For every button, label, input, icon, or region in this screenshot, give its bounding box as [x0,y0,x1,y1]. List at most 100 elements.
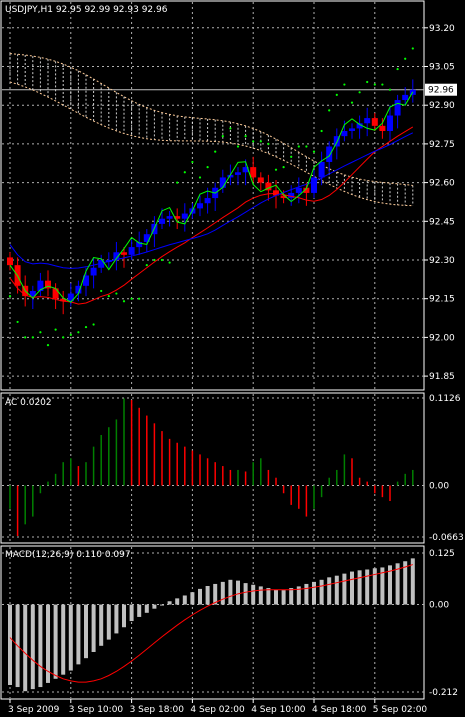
macd-bar [122,604,126,628]
senkou-span-b [9,81,413,207]
psar-dot [244,135,247,138]
macd-bar [205,585,210,605]
candles [7,79,416,315]
macd-bar [167,601,172,605]
psar-dot [267,142,270,145]
candle-body [356,123,363,129]
psar-dot [320,129,323,133]
psar-dot [229,127,232,130]
y-tick-label: 92.90 [429,101,455,111]
psar-dot [221,135,224,138]
lagging-span [9,91,414,303]
candle-body [288,192,295,199]
current-price-label: 92.96 [428,86,454,96]
macd-bar [144,604,149,613]
psar-dot [84,325,88,329]
psar-dot [62,336,65,339]
psar-dot [282,166,285,169]
candle-body [7,257,13,266]
macd-signal-line [9,564,413,683]
macd-bar [274,589,278,605]
macd-bar [137,604,142,617]
candle-body [83,275,89,286]
candle-body [311,177,317,193]
macd-bar [190,592,195,605]
macd-bar [304,583,309,605]
macd-panel-frame [0,545,425,700]
candle-body [402,94,409,101]
candle-body [121,252,127,255]
candle-body [113,252,120,260]
x-tick-label: 5 Sep 02:00 [373,705,428,715]
candle-body [394,100,401,116]
y-tick-label: 92.75 [429,140,455,150]
y-tick-label: 92.15 [429,295,455,305]
candle-body [250,167,257,178]
y-tick-label: 91.85 [429,372,455,382]
main-title: USDJPY,H1 92.95 92.99 92.93 92.96 [5,5,168,15]
psar-dot [8,295,12,298]
y-tick-label: 0.125 [429,549,455,559]
psar-dot [122,300,126,303]
candle-body [204,198,211,204]
y-tick-label: 92.60 [429,179,455,189]
macd-bar [372,568,377,605]
y-tick-label: -0.0663 [429,533,464,543]
macd-bar [319,579,324,605]
y-tick-label: 92.30 [429,256,455,266]
current-price-box [425,83,457,96]
candle-body [90,267,97,276]
macd-bar [365,569,370,605]
candle-body [280,195,287,199]
psar-dot [138,297,141,300]
ac-panel-frame [0,392,425,544]
macd-histogram [8,558,415,692]
candle-body [98,260,105,268]
psar-dot [46,344,50,347]
psar-dot [350,101,354,104]
candle-body [265,182,272,191]
macd-bar [312,581,316,605]
macd-bar [251,584,256,605]
macd-bar [8,604,12,685]
kijun-line [9,132,414,269]
candle-body [67,293,74,302]
psar-dot [236,145,240,148]
macd-bar [198,588,202,605]
candle-body [227,174,234,178]
candle-body [143,234,150,242]
macd-bar [23,604,28,692]
macd-bar [114,604,119,634]
macd-bar [334,575,339,605]
psar-dot [77,331,80,334]
macd-title: MACD(12,26,9) 0.110 0.097 [5,550,131,560]
candle-body [159,218,165,224]
candle-body [295,187,302,193]
macd-bar [410,558,415,605]
psar-dot [328,109,331,112]
y-tick-label: 92.00 [429,333,455,343]
macd-bar [152,604,157,609]
y-tick-label: 0.00 [429,601,449,611]
macd-bar [350,571,354,605]
macd-bar [160,604,164,606]
indicator-lines [9,91,414,305]
psar-dot [274,168,278,171]
psar-dot [16,320,19,324]
candle-body [257,177,264,183]
senkou-span-a [9,53,413,186]
candle-body [45,280,51,289]
candle-body [136,241,143,248]
macd-bar [61,604,66,675]
macd-bar [236,580,240,605]
macd-bar [213,583,218,605]
macd-bar [38,604,43,688]
candle-body [52,288,59,299]
x-tick-label: 3 Sep 2009 [8,705,60,715]
macd-bar [84,604,88,659]
candle-body [235,172,241,175]
macd-bar [106,604,111,640]
candle-body [166,216,173,219]
macd-bar [327,577,332,605]
